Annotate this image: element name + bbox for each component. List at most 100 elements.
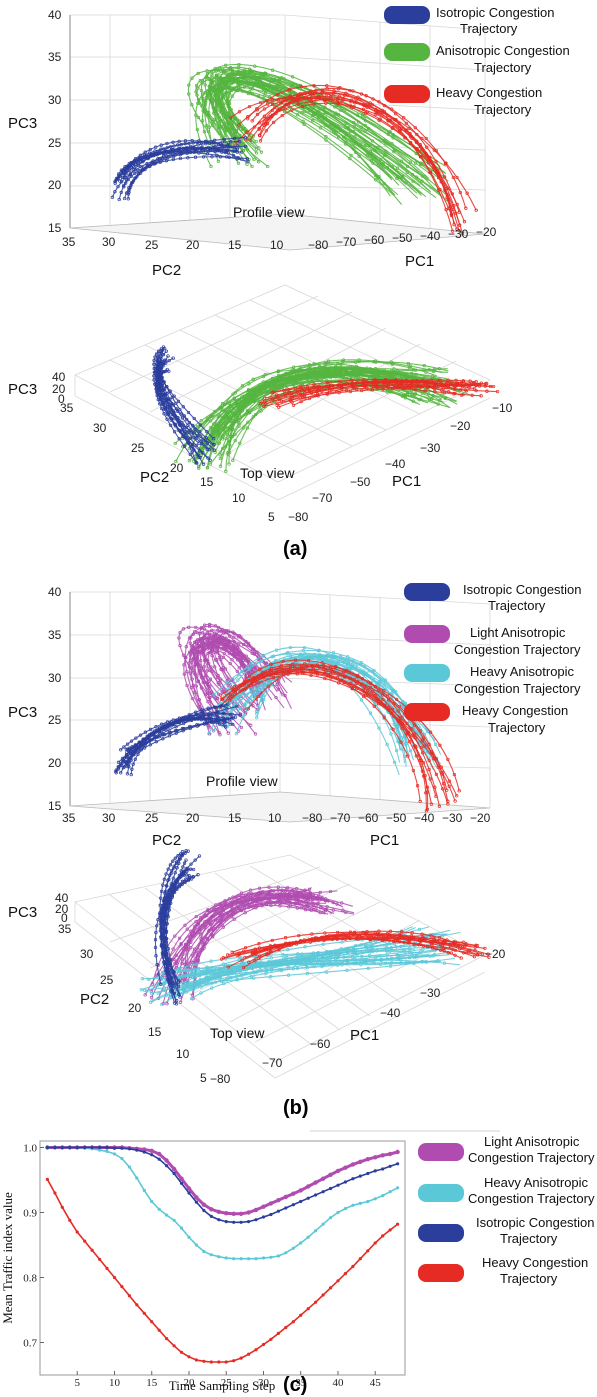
trajectory-point	[242, 76, 246, 81]
trajectory-point	[403, 128, 408, 132]
trajectory-point	[353, 376, 357, 380]
trajectory-point	[370, 139, 375, 143]
panel-a-profile-pc2-label: PC2	[152, 262, 181, 279]
trajectory-point	[191, 141, 195, 145]
trajectory-point	[210, 85, 214, 90]
trajectory-point	[282, 388, 286, 393]
pc2-tick: 15	[228, 811, 242, 825]
trajectory-point	[413, 161, 418, 165]
trajectory-point	[444, 161, 448, 165]
trajectory-point	[273, 383, 277, 388]
trajectory-point	[132, 159, 136, 163]
trajectory-point	[138, 153, 142, 157]
trajectory	[188, 380, 429, 449]
trajectory	[187, 70, 407, 185]
panel-b-top-clusters	[139, 849, 491, 1007]
trajectory-point	[119, 190, 123, 195]
trajectory-point	[405, 164, 410, 169]
pc1-tick: −80	[288, 510, 309, 524]
trajectory-point	[171, 140, 175, 144]
trajectory-point	[177, 139, 181, 144]
trajectory-point	[227, 462, 231, 466]
trajectory-point	[282, 77, 286, 81]
trajectory-point	[465, 191, 469, 195]
trajectory-point	[328, 373, 333, 377]
trajectory-point	[408, 141, 412, 145]
trajectory-point	[216, 159, 221, 164]
trajectory-point	[123, 164, 127, 169]
trajectory-point	[235, 402, 239, 407]
pc1-tick: −40	[414, 811, 435, 825]
trajectory-point	[204, 123, 209, 128]
trajectory-point	[154, 145, 158, 149]
trajectory-point	[407, 126, 411, 131]
legend-swatch	[404, 703, 450, 721]
trajectory-point	[218, 464, 223, 468]
trajectory-point	[129, 181, 134, 185]
trajectory-point	[221, 104, 225, 108]
trajectory-point	[376, 176, 380, 180]
trajectory-point	[329, 96, 333, 100]
trajectory-point	[148, 147, 152, 152]
trajectory-point	[225, 79, 229, 83]
trajectory-point	[333, 105, 337, 109]
trajectory-point	[211, 81, 215, 85]
panel-a-profile-pc1-ticks: −80 −70 −60 −50 −40 −30 −20	[308, 225, 497, 252]
trajectory-point	[447, 206, 451, 211]
pc3-tick: 25	[48, 136, 62, 150]
panel-a-top-plot: PC3 40 20 0 35 30 25 20 15 10 5 PC2 −80 …	[8, 284, 513, 524]
trajectory-point	[436, 188, 441, 192]
trajectory-point	[224, 126, 228, 130]
trajectory-point	[415, 132, 419, 137]
trajectory-point	[128, 172, 132, 177]
trajectory-point	[258, 139, 263, 143]
trajectory-point	[231, 153, 236, 158]
trajectory-point	[220, 150, 224, 154]
trajectory-point	[224, 155, 229, 159]
trajectory-point	[237, 413, 242, 417]
trajectory-point	[110, 195, 115, 199]
trajectory-point	[288, 95, 292, 100]
trajectory-point	[242, 398, 247, 403]
trajectory	[271, 384, 482, 397]
trajectory-point	[371, 97, 375, 101]
trajectory-point	[392, 117, 396, 122]
trajectory-point	[241, 142, 246, 146]
pc2-tick: 15	[228, 238, 242, 252]
trajectory-point	[232, 397, 236, 401]
trajectory-point	[254, 139, 258, 144]
pc3-tick: 15	[48, 221, 62, 235]
trajectory-point	[352, 104, 356, 109]
trajectory-point	[224, 72, 228, 76]
trajectory-point	[139, 165, 143, 169]
pc3-tick: 20	[48, 756, 62, 770]
trajectory-point	[393, 112, 398, 116]
trajectory-point	[245, 426, 250, 430]
panel-a-profile-pc3-ticks: 40 35 30 25 20 15	[48, 8, 62, 235]
trajectory-point	[196, 115, 201, 120]
pc1-tick: −60	[358, 811, 379, 825]
trajectory-point	[276, 369, 281, 373]
trajectory-point	[271, 120, 276, 125]
legend-label: Isotropic Congestion	[436, 5, 555, 20]
trajectory-point	[221, 67, 225, 72]
trajectory-point	[212, 111, 216, 115]
trajectory-point	[364, 143, 368, 148]
trajectory-point	[118, 179, 122, 183]
trajectory-point	[358, 143, 362, 147]
trajectory-point	[432, 369, 436, 373]
pc2-tick: 25	[145, 811, 159, 825]
trajectory-point	[264, 90, 268, 95]
trajectory-point	[348, 156, 352, 161]
trajectory-point	[372, 373, 376, 377]
trajectory-point	[138, 156, 142, 161]
trajectory-point	[155, 149, 159, 154]
trajectory-point	[208, 462, 213, 466]
trajectory-point	[276, 80, 280, 84]
trajectory-point	[240, 150, 244, 154]
trajectory-point	[426, 161, 431, 165]
trajectory-point	[414, 372, 418, 377]
trajectory-point	[223, 133, 228, 137]
trajectory-point	[230, 428, 234, 432]
trajectory-point	[237, 421, 241, 425]
